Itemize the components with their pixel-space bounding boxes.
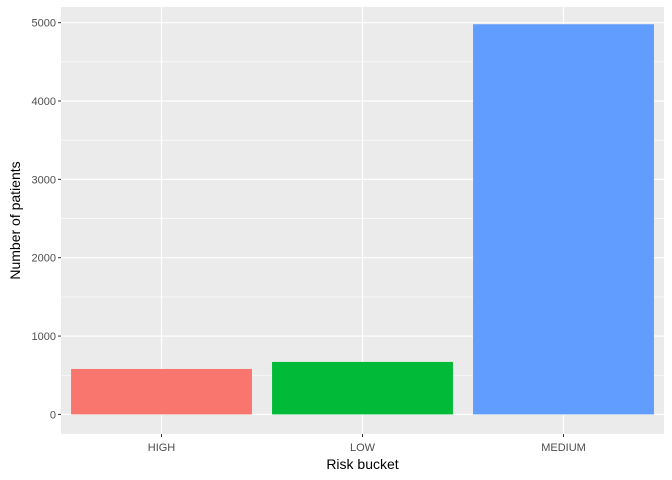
x-axis-ticks: HIGH LOW MEDIUM <box>148 434 586 454</box>
y-tick-label: 5000 <box>32 18 56 30</box>
x-axis-title: Risk bucket <box>326 456 398 472</box>
y-tick-label: 4000 <box>32 96 56 108</box>
bars <box>71 24 654 415</box>
y-axis-title: Number of patients <box>7 161 23 279</box>
bar-high <box>71 368 252 415</box>
x-tick-label: MEDIUM <box>541 442 586 454</box>
y-tick-label: 1000 <box>32 331 56 343</box>
bar-medium <box>473 24 654 415</box>
x-tick-label: LOW <box>350 442 376 454</box>
x-tick-label: HIGH <box>148 442 176 454</box>
y-tick-label: 3000 <box>32 174 56 186</box>
y-tick-label: 2000 <box>32 253 56 265</box>
y-tick-label: 0 <box>50 409 56 421</box>
y-axis-ticks: 0 1000 2000 3000 4000 5000 <box>32 18 61 421</box>
bar-low <box>272 361 453 415</box>
